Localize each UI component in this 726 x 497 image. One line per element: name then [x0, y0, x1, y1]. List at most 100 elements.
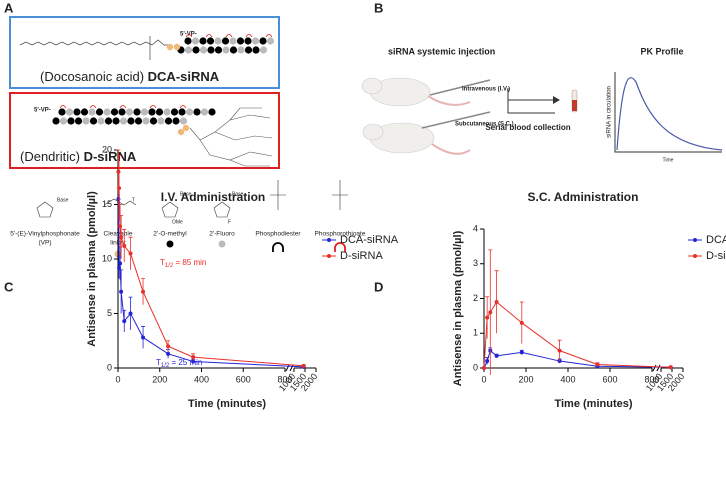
pk-xlabel: Time: [663, 157, 674, 163]
collection-label: Serial blood collection: [485, 123, 570, 132]
y-tick-label: 0: [473, 362, 478, 372]
x-axis-label: Time (minutes): [554, 398, 632, 410]
construct-prefix: (Docosanoic acid): [40, 69, 148, 84]
nucleotide: [134, 117, 143, 125]
y-tick-label: 4: [473, 223, 478, 233]
phosphorothioate: [119, 105, 127, 109]
nucleotide: [163, 108, 171, 116]
nucleotide: [251, 37, 260, 45]
linker-structure: [103, 198, 137, 206]
y-tick-label: 15: [102, 199, 112, 209]
data-point: [557, 348, 562, 353]
sugar-ring: [36, 201, 54, 218]
data-point: [166, 344, 171, 349]
series-line: [117, 171, 304, 367]
nucleotide: [127, 117, 135, 125]
linker: [177, 128, 185, 136]
nucleotide: [208, 108, 216, 116]
sugar-ring: [213, 201, 231, 218]
nucleotide: [199, 37, 207, 45]
chart-title: I.V. Administration: [161, 190, 265, 204]
y-tick-label: 20: [102, 144, 112, 154]
vp-tag: 5'-VP-: [34, 108, 51, 114]
x-tick-label: 0: [481, 374, 486, 384]
nucleotide: [59, 117, 68, 125]
nucleotide: [229, 37, 237, 45]
nucleotide: [112, 117, 120, 125]
nucleotide: [119, 117, 128, 125]
nucleotide: [82, 117, 90, 125]
annotation: T1/2 = 25 min: [156, 358, 202, 368]
phosphorothioate: [89, 105, 97, 109]
nucleotide: [172, 117, 180, 125]
panel-label: D: [374, 279, 383, 294]
phosphate: [270, 180, 286, 210]
legend-label: 5'-(E)-Vinylphosphonate: [10, 231, 80, 238]
phosphorothioate: [205, 34, 213, 38]
data-point: [485, 315, 490, 320]
data-point: [191, 359, 196, 364]
structure-label: Base: [232, 191, 244, 197]
nucleotide: [193, 108, 201, 116]
data-point: [119, 289, 124, 294]
annotation: T1/2 = 85 min: [160, 258, 206, 268]
nucleotide: [221, 37, 230, 45]
arrow: [507, 88, 555, 114]
annotation-sub: 1/2: [165, 263, 174, 269]
nucleotide: [244, 46, 253, 54]
pk-axes: [614, 72, 722, 153]
panel-label: A: [4, 0, 14, 15]
nucleotide: [207, 46, 215, 54]
legend-symbol: [272, 242, 284, 252]
nucleotide: [67, 117, 75, 125]
phosphorothioate: [149, 105, 157, 109]
y-axis-label: Antisense in plasma (pmol/µl): [86, 191, 98, 347]
data-point: [128, 311, 133, 316]
construct-name: D-siRNA: [84, 149, 137, 164]
nucleotide: [206, 37, 215, 45]
legend-symbol: [334, 242, 346, 252]
linker: [182, 124, 190, 132]
nucleotide: [58, 108, 66, 116]
dendrimer: [189, 107, 273, 167]
y-tick-label: 3: [473, 258, 478, 268]
nucleotide: [229, 46, 238, 54]
construct-label: (Dendritic) D-siRNA: [20, 149, 137, 164]
data-point: [494, 353, 499, 358]
series-line: [483, 349, 671, 369]
mouse-tail: [427, 95, 471, 155]
nucleotide: [97, 117, 105, 125]
pk-ylabel: siRNA in circulation: [607, 86, 613, 138]
data-point: [118, 261, 123, 266]
sugar-ring: [161, 201, 179, 218]
annotation-sub: 1/2: [161, 363, 170, 369]
y-tick-label: 0: [107, 362, 112, 372]
y-tick-label: 2: [473, 293, 478, 303]
legend-marker: [327, 238, 331, 242]
phosphate: [332, 180, 348, 210]
nucleotide: [103, 108, 111, 116]
data-point: [519, 320, 524, 325]
nucleotide: [80, 108, 89, 116]
nucleotide: [89, 117, 98, 125]
legend-label: Phosphodiester: [255, 231, 301, 238]
syringe: [429, 79, 491, 96]
legend-symbol: [166, 240, 174, 248]
nucleotide: [52, 117, 60, 125]
axis-break: [652, 364, 661, 372]
linker: [166, 43, 174, 51]
panel-label: B: [374, 0, 383, 15]
data-point: [166, 351, 171, 356]
syringe: [421, 111, 491, 129]
x-tick-label: 0: [115, 374, 120, 384]
construct-box: [9, 16, 280, 89]
phosphorothioate: [265, 34, 273, 38]
data-point: [488, 310, 493, 315]
nucleotide: [214, 37, 222, 45]
x-axis-label: Time (minutes): [188, 398, 266, 410]
nucleotide: [179, 117, 188, 125]
legend-marker: [693, 254, 697, 258]
nucleotide: [191, 37, 200, 45]
nucleotide: [73, 108, 81, 116]
construct-name: DCA-siRNA: [148, 69, 220, 84]
